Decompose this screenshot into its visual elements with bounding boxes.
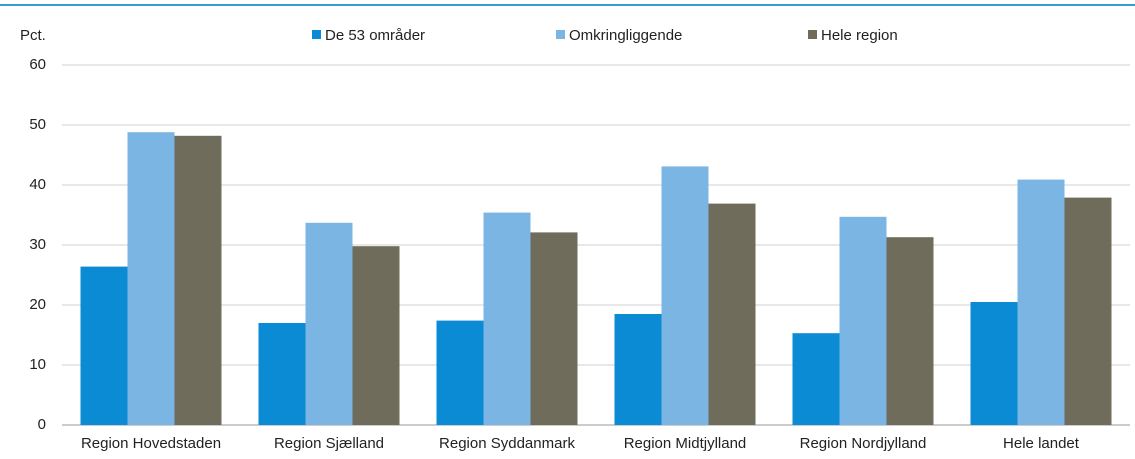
- legend-swatch: [312, 30, 321, 39]
- y-tick-label: 20: [29, 296, 46, 313]
- bar: [174, 135, 222, 426]
- legend-swatch: [808, 30, 817, 39]
- x-tick-label: Hele landet: [1003, 435, 1080, 452]
- bar: [530, 232, 578, 425]
- bar: [80, 266, 128, 425]
- bar: [886, 237, 934, 425]
- y-tick-label: 50: [29, 116, 46, 133]
- bar: [708, 203, 756, 425]
- bar: [483, 212, 531, 425]
- y-tick-label: 40: [29, 176, 46, 193]
- bar: [127, 132, 175, 425]
- x-tick-label: Region Midtjylland: [624, 435, 747, 452]
- bar: [1017, 179, 1065, 425]
- y-tick-label: 60: [29, 56, 46, 73]
- x-tick-label: Region Syddanmark: [439, 435, 575, 452]
- y-tick-label: 10: [29, 356, 46, 373]
- legend-label: De 53 områder: [325, 27, 425, 44]
- x-tick-label: Region Nordjylland: [800, 435, 927, 452]
- bar: [970, 302, 1018, 425]
- legend-label: Hele region: [821, 27, 898, 44]
- y-axis-label: Pct.: [20, 27, 46, 44]
- y-tick-label: 0: [38, 416, 46, 433]
- bar: [661, 166, 709, 425]
- legend-swatch: [556, 30, 565, 39]
- bar: [792, 333, 840, 425]
- bar: [614, 314, 662, 425]
- bar: [839, 216, 887, 425]
- bar: [305, 222, 353, 425]
- bar: [1064, 197, 1112, 425]
- y-tick-label: 30: [29, 236, 46, 253]
- x-tick-label: Region Sjælland: [274, 435, 384, 452]
- legend-label: Omkringliggende: [569, 27, 682, 44]
- x-tick-label: Region Hovedstaden: [81, 435, 221, 452]
- bar: [436, 320, 484, 425]
- bar: [352, 246, 400, 425]
- bar: [258, 323, 306, 425]
